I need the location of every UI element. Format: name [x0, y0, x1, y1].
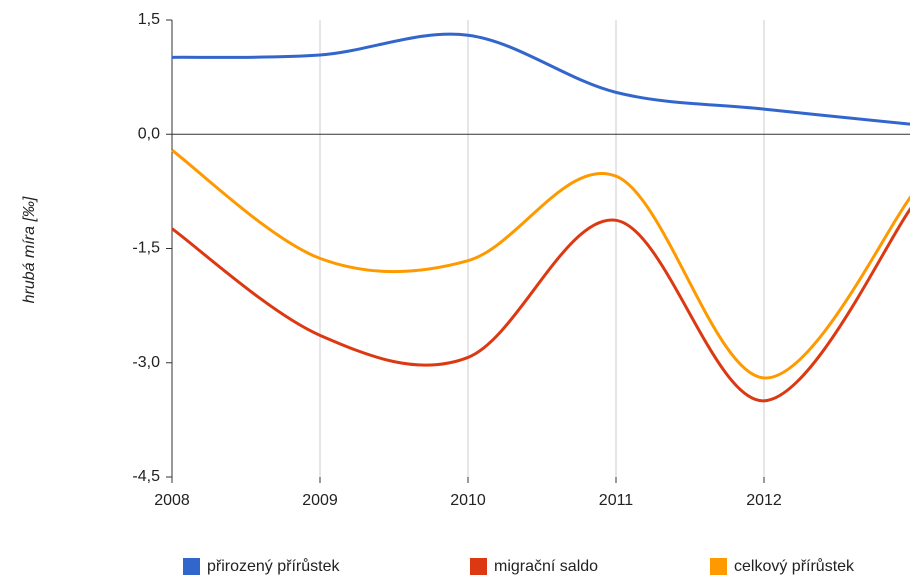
x-tick-label: 2009	[302, 492, 338, 509]
legend-label: celkový přírůstek	[734, 557, 855, 575]
legend-swatch	[470, 558, 487, 575]
legend-swatch	[710, 558, 727, 575]
y-tick-label: 0,0	[138, 125, 160, 142]
y-tick-label: -4,5	[132, 468, 160, 485]
series-line	[171, 206, 910, 403]
y-tick-label: -3,0	[132, 354, 160, 371]
series-line	[171, 149, 910, 380]
y-axis-label: hrubá míra [‰]	[21, 196, 38, 303]
y-tick-label: 1,5	[138, 11, 160, 28]
x-tick-label: 2010	[450, 492, 486, 509]
x-tick-label: 2012	[746, 492, 782, 509]
x-tick-label: 2008	[154, 492, 190, 509]
x-tick-label: 2011	[599, 492, 634, 509]
y-tick-label: -1,5	[132, 240, 160, 257]
legend-swatch	[183, 558, 200, 575]
legend-label: přirozený přírůstek	[207, 557, 340, 575]
series-line	[171, 32, 910, 126]
legend-label: migrační saldo	[494, 558, 598, 575]
